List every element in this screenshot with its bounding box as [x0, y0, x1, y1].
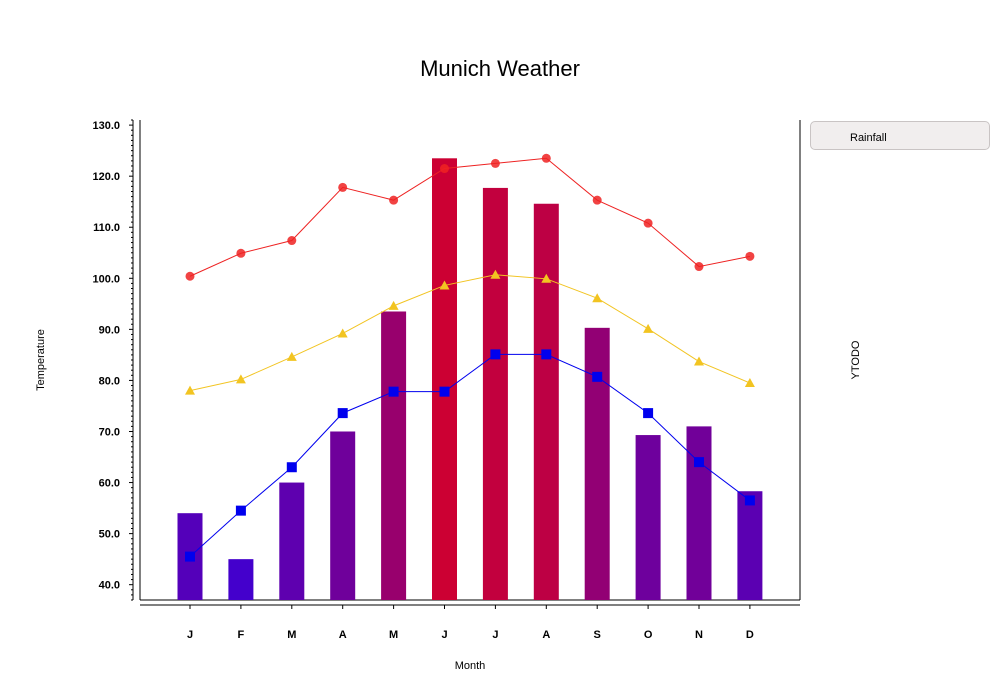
x-axis-label: Month [455, 660, 486, 672]
square-marker [185, 551, 195, 562]
rainfall-bar [279, 482, 305, 600]
y-tick-label: 40.0 [99, 580, 120, 592]
circle-marker [287, 236, 297, 246]
square-marker [643, 408, 654, 419]
circle-marker [694, 262, 704, 272]
square-marker [541, 349, 552, 360]
plot-area: 40.0 50.0 60.0 70.0 80.0 90.0 100.0 110.0 120.0 1… [92, 119, 801, 641]
rainfall-bar [228, 559, 254, 600]
square-marker [490, 349, 501, 360]
x-tick-label: N [695, 629, 703, 641]
rainfall-bar [432, 158, 457, 601]
rainfall-bar [381, 311, 407, 600]
triangle-marker [592, 293, 603, 303]
y-tick-label: 130.0 [92, 120, 120, 132]
triangle-marker [541, 273, 552, 283]
legend: Rainfall [810, 121, 990, 150]
x-tick-label: M [389, 629, 398, 641]
triangle-marker [286, 351, 297, 361]
triangle-marker [439, 280, 450, 290]
square-marker [286, 462, 297, 473]
x-tick-label: J [441, 629, 447, 641]
triangle-marker [235, 374, 246, 384]
triangle-marker [388, 300, 399, 310]
square-marker [744, 495, 755, 506]
circle-marker [745, 251, 755, 261]
legend-item-rainfall: Rainfall [850, 132, 887, 144]
y2-axis-label: YTODO [850, 340, 862, 379]
circle-marker [490, 158, 500, 168]
triangle-marker [185, 385, 195, 395]
x-tick-label: D [746, 629, 754, 641]
circle-marker [592, 195, 602, 205]
triangle-marker [643, 323, 654, 333]
triangle-marker [490, 269, 501, 279]
circle-marker [541, 153, 551, 163]
circle-marker [338, 182, 348, 192]
y-tick-label: 100.0 [92, 273, 120, 285]
x-tick-label: F [238, 629, 245, 641]
circle-marker [643, 218, 653, 228]
y-tick-label: 90.0 [99, 324, 120, 336]
rainfall-bar [686, 426, 712, 600]
rainfall-bar [330, 431, 356, 600]
x-tick-label: A [542, 629, 550, 641]
x-tick-label: J [492, 629, 498, 641]
y-tick-label: 80.0 [99, 375, 120, 387]
y-tick-label: 50.0 [99, 529, 120, 541]
triangle-marker [744, 377, 755, 387]
rainfall-bar [635, 435, 661, 600]
x-tick-label: S [594, 629, 601, 641]
series-line-square [189, 353, 751, 557]
square-marker [592, 371, 603, 382]
triangle-marker [694, 356, 704, 366]
square-marker [235, 505, 246, 516]
square-marker [694, 457, 704, 468]
x-tick-label: O [644, 629, 653, 641]
square-marker [388, 386, 399, 397]
chart-title: Munich Weather [420, 56, 580, 81]
y-tick-label: 110.0 [93, 222, 120, 234]
y-tick-label: 120.0 [92, 171, 120, 183]
circle-marker [440, 164, 449, 174]
rainfall-bar [584, 327, 610, 600]
triangle-marker [337, 328, 348, 338]
square-marker [439, 386, 450, 397]
circle-marker [185, 271, 195, 281]
x-tick-label: M [287, 629, 296, 641]
y-tick-label: 70.0 [99, 426, 120, 438]
square-marker [337, 408, 348, 419]
y-axis-label: Temperature [35, 329, 47, 391]
circle-marker [236, 248, 246, 258]
x-tick-label: A [339, 629, 347, 641]
rainfall-bar [737, 491, 763, 600]
series-line-circle [189, 157, 750, 277]
rainfall-bar [533, 203, 559, 600]
x-tick-label: J [187, 629, 193, 641]
series-line-triangle [189, 274, 751, 392]
circle-marker [389, 195, 399, 205]
y-tick-label: 60.0 [99, 478, 120, 490]
rainfall-bar [482, 187, 508, 600]
